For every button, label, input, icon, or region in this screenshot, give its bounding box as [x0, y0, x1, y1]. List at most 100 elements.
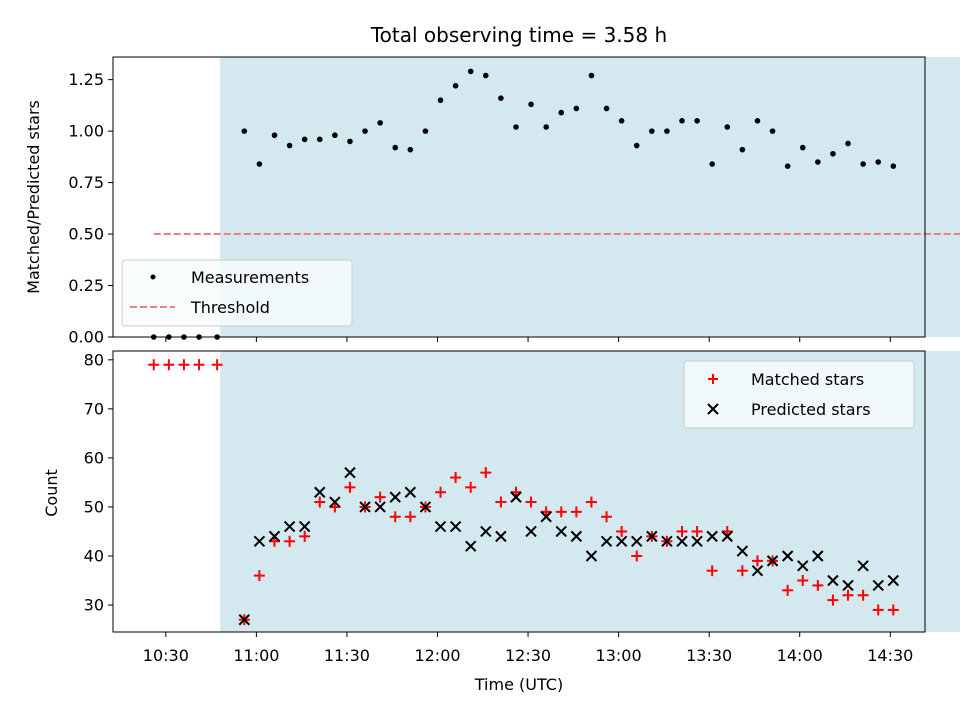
bottom-xtick-label-5: 13:00	[596, 646, 642, 665]
measurement-point-33	[664, 128, 670, 134]
measurement-point-45	[845, 140, 851, 147]
measurement-point-12	[347, 138, 353, 145]
legend-predicted-marker	[707, 403, 719, 415]
legend-measurements-label: Measurements	[191, 268, 309, 287]
bottom-xtick-label-3: 12:00	[414, 646, 460, 665]
measurement-point-38	[739, 146, 746, 153]
matched-star-point-12	[344, 481, 356, 493]
matched-star-point-14	[374, 491, 386, 503]
matched-star-point-20	[465, 481, 477, 493]
measurement-point-39	[754, 118, 761, 124]
predicted-star-point-6	[329, 496, 341, 508]
top-ytick-label-5: 1.25	[68, 70, 104, 89]
predicted-star-point-34	[751, 564, 764, 577]
measurement-point-20	[467, 68, 474, 75]
predicted-star-point-1	[253, 535, 266, 547]
predicted-star-point-4	[298, 520, 311, 533]
measurement-point-31	[633, 142, 640, 149]
measurement-point-9	[301, 136, 308, 143]
top-ytick-label-0: 0.00	[68, 328, 104, 347]
matched-star-point-36	[706, 565, 718, 577]
bottom-ytick-label-0: 30	[84, 596, 104, 615]
predicted-star-point-25	[615, 535, 628, 547]
bottom-x-axis-label: Time (UTC)	[474, 675, 563, 694]
predicted-star-point-10	[389, 491, 401, 503]
predicted-star-point-12	[419, 501, 432, 513]
bottom-plot-frame	[112, 350, 926, 633]
top-chart-title: Total observing time = 3.58 h	[370, 23, 667, 47]
measurement-point-48	[890, 163, 897, 169]
measurement-point-19	[452, 83, 459, 89]
legend-matched-label: Matched stars	[751, 370, 864, 389]
bottom-y-ticks: 30 40 50 60 70 80	[84, 350, 113, 615]
matched-star-point-18	[435, 486, 447, 498]
measurement-point-37	[724, 124, 731, 130]
predicted-star-point-31	[706, 530, 718, 543]
matched-star-point-46	[857, 589, 869, 601]
matched-star-point-24	[525, 496, 537, 508]
measurement-point-14	[377, 120, 383, 126]
legend-threshold-label: Threshold	[190, 298, 270, 317]
predicted-star-point-43	[887, 574, 900, 587]
predicted-star-point-16	[480, 525, 492, 538]
bottom-xtick-label-1: 11:00	[233, 646, 279, 665]
predicted-star-point-9	[374, 501, 386, 513]
top-ytick-label-3: 0.75	[68, 173, 104, 192]
predicted-star-point-21	[555, 525, 567, 538]
top-ytick-label-2: 0.50	[68, 225, 104, 244]
predicted-star-point-14	[449, 520, 462, 533]
measurement-point-21	[482, 72, 489, 79]
matched-star-point-35	[691, 525, 703, 537]
top-legend: Measurements Threshold	[121, 259, 353, 327]
matched-star-point-27	[570, 506, 582, 518]
predicted-star-point-28	[661, 535, 673, 547]
top-y-ticks: 0.00 0.25 0.50 0.75 1.00 1.25	[68, 70, 113, 347]
measurement-point-18	[437, 97, 444, 104]
bottom-ytick-label-1: 40	[84, 546, 104, 565]
matched-star-point-34	[676, 525, 688, 537]
matched-star-point-30	[616, 525, 628, 537]
predicted-star-point-8	[359, 501, 371, 513]
top-plot-frame	[112, 56, 926, 338]
bottom-xtick-label-8: 14:30	[867, 646, 913, 665]
matched-star-point-16	[404, 511, 416, 523]
predicted-star-point-11	[404, 486, 417, 498]
matched-star-point-15	[389, 511, 401, 523]
bottom-y-axis-label: Count	[42, 469, 61, 517]
predicted-star-point-30	[691, 535, 703, 547]
measurement-point-43	[815, 159, 821, 165]
bottom-xtick-label-0: 10:30	[143, 646, 189, 665]
predicted-star-point-37	[797, 560, 809, 572]
matched-star-point-42	[797, 575, 809, 587]
matched-star-point-22	[495, 496, 507, 508]
top-ytick-label-1: 0.25	[68, 276, 104, 295]
measurement-point-47	[875, 159, 882, 165]
predicted-star-point-19	[525, 525, 537, 538]
measurement-point-40	[769, 128, 776, 134]
bottom-x-ticks: 10:30 11:00 11:30 12:00 12:30 13:00 13:30 14:00…	[143, 632, 913, 665]
predicted-star-point-35	[766, 555, 779, 567]
top-legend-box	[121, 259, 353, 327]
predicted-star-point-18	[510, 491, 522, 503]
legend-matched-marker	[708, 374, 718, 384]
measurement-point-23	[513, 124, 519, 130]
measurement-point-30	[618, 118, 625, 124]
measurement-point-13	[362, 128, 368, 134]
top-panel: Total observing time = 3.58 h 0.00 0.25 0.…	[24, 23, 960, 347]
predicted-star-point-17	[495, 530, 507, 543]
predicted-stars-points	[238, 466, 900, 626]
matched-star-point-6	[253, 570, 265, 582]
measurement-point-15	[392, 144, 399, 151]
matched-star-point-38	[736, 565, 748, 577]
bottom-ytick-label-2: 50	[84, 497, 104, 516]
measurement-point-17	[422, 128, 429, 134]
matched-star-point-26	[555, 506, 567, 518]
measurement-point-11	[332, 132, 338, 139]
measurement-point-41	[784, 163, 791, 169]
measurement-point-10	[316, 136, 323, 143]
predicted-star-point-5	[314, 486, 326, 498]
predicted-star-point-42	[872, 579, 884, 592]
matched-star-point-21	[480, 467, 492, 479]
predicted-star-point-36	[781, 550, 794, 562]
